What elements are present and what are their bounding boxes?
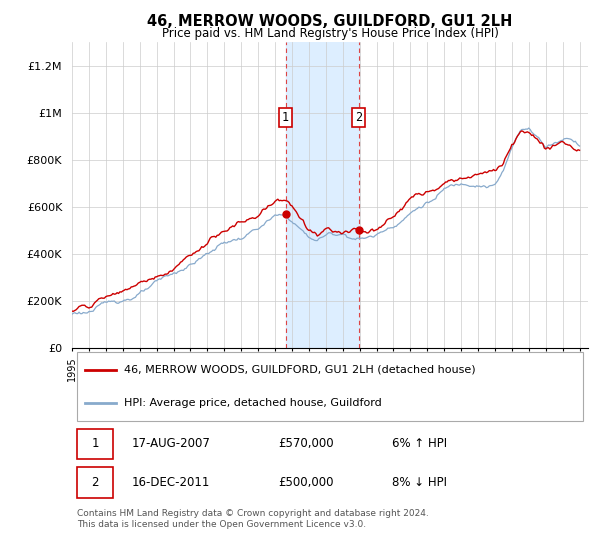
Text: 46, MERROW WOODS, GUILDFORD, GU1 2LH (detached house): 46, MERROW WOODS, GUILDFORD, GU1 2LH (de…: [124, 365, 475, 375]
Text: £570,000: £570,000: [278, 437, 334, 450]
Text: 6% ↑ HPI: 6% ↑ HPI: [392, 437, 447, 450]
Text: 16-DEC-2011: 16-DEC-2011: [131, 476, 210, 489]
Text: Contains HM Land Registry data © Crown copyright and database right 2024.
This d: Contains HM Land Registry data © Crown c…: [77, 510, 429, 529]
Text: 2: 2: [91, 476, 99, 489]
Text: 8% ↓ HPI: 8% ↓ HPI: [392, 476, 447, 489]
Text: 17-AUG-2007: 17-AUG-2007: [131, 437, 210, 450]
FancyBboxPatch shape: [77, 352, 583, 421]
Text: 1: 1: [91, 437, 99, 450]
Text: 46, MERROW WOODS, GUILDFORD, GU1 2LH: 46, MERROW WOODS, GUILDFORD, GU1 2LH: [148, 14, 512, 29]
FancyBboxPatch shape: [77, 428, 113, 459]
Bar: [286, 42, 359, 348]
FancyBboxPatch shape: [77, 467, 113, 498]
Text: 2: 2: [355, 111, 362, 124]
Text: HPI: Average price, detached house, Guildford: HPI: Average price, detached house, Guil…: [124, 398, 382, 408]
Text: Price paid vs. HM Land Registry's House Price Index (HPI): Price paid vs. HM Land Registry's House …: [161, 27, 499, 40]
Text: 1: 1: [282, 111, 289, 124]
Text: £500,000: £500,000: [278, 476, 334, 489]
